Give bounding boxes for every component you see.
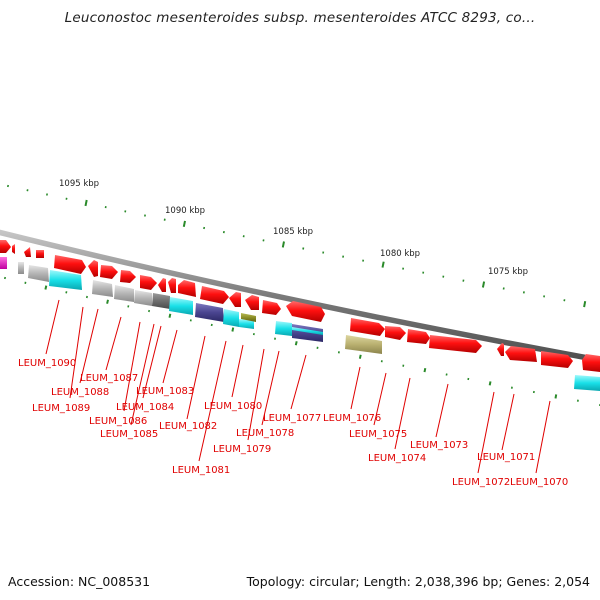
minor-tick (302, 247, 305, 250)
cds-arrow[interactable] (286, 301, 325, 322)
gene-label-leum-1073[interactable]: LEUM_1073 (410, 440, 468, 451)
gene-label-leum-1087[interactable]: LEUM_1087 (80, 373, 138, 384)
gene-label-leum-1086[interactable]: LEUM_1086 (89, 416, 147, 427)
major-tick (106, 299, 109, 304)
cds-arrow[interactable] (385, 326, 406, 340)
cds-arrow[interactable] (407, 329, 430, 344)
minor-tick (210, 323, 213, 327)
cds-arrow[interactable] (429, 335, 482, 353)
gene-label-leum-1079[interactable]: LEUM_1079 (213, 444, 271, 455)
major-tick (168, 313, 172, 318)
cds-arrow[interactable] (350, 318, 385, 336)
feature-block[interactable] (28, 265, 49, 282)
gene-label-leum-1072[interactable]: LEUM_1072 (452, 477, 510, 488)
kbp-label-1075: 1075 kbp (488, 267, 528, 277)
feature-block[interactable] (18, 262, 24, 274)
feature-block[interactable] (49, 270, 82, 290)
cds-arrow[interactable] (178, 280, 196, 297)
minor-tick (65, 291, 68, 294)
cds-arrow[interactable] (24, 247, 31, 257)
major-tick (381, 261, 385, 268)
cds-arrow[interactable] (262, 300, 281, 315)
cds-arrow[interactable] (245, 295, 259, 310)
accession-info: Accession: NC_008531 (8, 574, 151, 589)
minor-tick (148, 309, 151, 313)
feature-block[interactable] (239, 319, 254, 329)
gene-label-leum-1089[interactable]: LEUM_1089 (32, 403, 90, 414)
major-tick (294, 341, 298, 346)
gene-label-leum-1078[interactable]: LEUM_1078 (236, 428, 294, 439)
major-tick (554, 394, 558, 399)
cds-arrow[interactable] (36, 250, 44, 258)
major-tick (84, 199, 88, 207)
cds-arrow[interactable] (505, 346, 537, 362)
gene-label-leum-1083[interactable]: LEUM_1083 (136, 386, 194, 397)
feature-block[interactable] (574, 375, 600, 391)
kbp-labels: 1095 kbp 1090 kbp 1085 kbp 1080 kbp 1075… (59, 179, 528, 277)
kbp-label-1080: 1080 kbp (380, 249, 420, 259)
feature-block[interactable] (241, 313, 256, 322)
major-tick (423, 367, 427, 373)
tick-ring (7, 184, 587, 308)
map-title: Leuconostoc mesenteroides subsp. mesente… (64, 10, 536, 26)
gene-labels[interactable]: LEUM_1090 LEUM_1089 LEUM_1088 LEUM_1087 … (18, 358, 568, 488)
gene-label-leum-1082[interactable]: LEUM_1082 (159, 421, 217, 432)
gene-label-leum-1085[interactable]: LEUM_1085 (100, 429, 158, 440)
cds-arrow[interactable] (582, 354, 600, 372)
feature-block[interactable] (345, 335, 382, 354)
gene-label-leum-1081[interactable]: LEUM_1081 (172, 465, 230, 476)
gene-label-leum-1088[interactable]: LEUM_1088 (51, 387, 109, 398)
kbp-label-1090: 1090 kbp (165, 206, 205, 216)
cds-arrow[interactable] (541, 351, 573, 368)
cds-arrow[interactable] (54, 255, 86, 274)
feature-block[interactable] (152, 293, 170, 309)
feature-block[interactable] (134, 290, 152, 306)
cds-arrow[interactable] (497, 343, 504, 356)
feature-block[interactable] (195, 303, 224, 322)
gene-label-leum-1075[interactable]: LEUM_1075 (349, 429, 407, 440)
gene-label-leum-1076[interactable]: LEUM_1076 (323, 413, 381, 424)
cds-arrow[interactable] (140, 275, 157, 290)
gene-label-leum-1077[interactable]: LEUM_1077 (263, 413, 321, 424)
major-tick (488, 381, 492, 386)
gene-label-leum-1070[interactable]: LEUM_1070 (510, 477, 568, 488)
reverse-strand-features[interactable] (0, 257, 600, 391)
minor-tick (85, 295, 88, 299)
cds-arrow[interactable] (88, 260, 98, 277)
major-tick (182, 220, 186, 227)
kbp-label-1095: 1095 kbp (59, 179, 99, 189)
feature-block[interactable] (275, 321, 292, 336)
cds-arrow[interactable] (120, 270, 136, 283)
gene-label-leum-1071[interactable]: LEUM_1071 (477, 452, 535, 463)
feature-block[interactable] (0, 257, 7, 269)
major-tick (583, 301, 587, 308)
kbp-label-1085: 1085 kbp (273, 227, 313, 237)
cds-arrow[interactable] (100, 265, 118, 279)
major-tick (231, 327, 235, 332)
topology-info: Topology: circular; Length: 2,038,396 bp… (246, 574, 590, 589)
genome-backbone (0, 229, 600, 363)
feature-block[interactable] (92, 280, 113, 297)
cds-arrow[interactable] (200, 286, 229, 304)
feature-block[interactable] (169, 297, 193, 315)
major-tick (44, 285, 48, 290)
feature-block[interactable] (292, 327, 323, 335)
gene-label-leum-1090[interactable]: LEUM_1090 (18, 358, 76, 369)
forward-strand-features[interactable] (0, 240, 600, 372)
cds-arrow[interactable] (12, 244, 15, 254)
cds-arrow[interactable] (229, 292, 241, 307)
gene-label-leum-1074[interactable]: LEUM_1074 (368, 453, 426, 464)
major-tick (481, 281, 486, 288)
gene-label-leum-1084[interactable]: LEUM_1084 (116, 402, 174, 413)
cds-arrow[interactable] (158, 278, 166, 292)
leader-lines (45, 299, 551, 474)
major-tick (281, 241, 285, 248)
cds-arrow[interactable] (168, 278, 176, 293)
gene-label-leum-1080[interactable]: LEUM_1080 (204, 401, 262, 412)
feature-block[interactable] (114, 285, 134, 302)
feature-block[interactable] (223, 309, 239, 327)
cds-arrow[interactable] (0, 240, 11, 253)
major-tick (358, 354, 362, 359)
